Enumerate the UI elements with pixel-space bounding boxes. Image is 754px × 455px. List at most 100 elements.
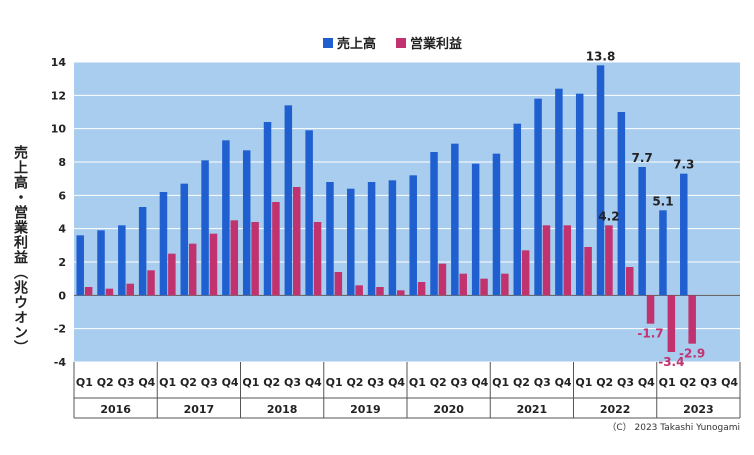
bar-sales: [347, 188, 355, 296]
bar-profit: [292, 187, 301, 296]
x-tick-label: Q1: [242, 376, 259, 389]
data-label: 13.8: [586, 49, 616, 63]
bar-sales: [138, 207, 147, 296]
bar-profit: [605, 225, 613, 296]
legend-label-profit: 営業利益: [410, 36, 462, 52]
data-label: 4.2: [598, 209, 619, 223]
bar-sales: [76, 235, 84, 296]
bar-profit: [376, 287, 384, 296]
bar-profit: [188, 243, 197, 296]
y-tick-labels: 14 12 10 8 6 4 2 0 -2 -4: [51, 56, 67, 369]
bar-profit: [646, 295, 655, 324]
bar-profit: [105, 288, 114, 296]
bar-sales: [118, 225, 126, 296]
bar-sales: [471, 163, 480, 296]
x-tick-label: Q2: [263, 376, 280, 389]
bar-profit: [397, 290, 405, 296]
bar-profit: [417, 282, 426, 296]
bar-profit: [542, 225, 551, 296]
year-label: 2018: [267, 403, 298, 416]
bar-profit: [521, 250, 530, 296]
bar-profit: [84, 287, 93, 296]
bar-sales: [159, 192, 168, 296]
data-label: -1.7: [637, 327, 663, 341]
legend-swatch-sales: [323, 38, 333, 48]
x-tick-label: Q1: [326, 376, 343, 389]
x-tick-label: Q1: [76, 376, 93, 389]
x-tick-label: Q4: [305, 376, 322, 389]
bar-sales: [513, 123, 522, 296]
data-label: -3.4: [658, 355, 684, 369]
x-tick-label: Q2: [430, 376, 447, 389]
bar-sales: [201, 160, 209, 296]
bar-sales: [534, 98, 542, 296]
y-tick-label: 0: [58, 289, 66, 302]
bar-sales: [555, 88, 563, 296]
data-label: 7.7: [632, 151, 653, 165]
y-tick-label: -2: [54, 323, 66, 336]
x-tick-label: Q4: [388, 376, 405, 389]
bar-sales: [97, 230, 105, 296]
x-tick-label: Q3: [700, 376, 717, 389]
bar-profit: [126, 283, 134, 296]
bar-sales: [575, 93, 584, 296]
bar-sales: [180, 183, 189, 296]
bar-profit: [230, 220, 239, 296]
x-tick-label: Q4: [638, 376, 655, 389]
x-tick-label: Q4: [555, 376, 572, 389]
bar-sales: [659, 210, 667, 296]
y-axis-label: 売上高・営業利益（兆ウオン）: [12, 144, 29, 355]
bar-profit: [480, 278, 488, 296]
x-tick-label: Q2: [346, 376, 363, 389]
bar-profit: [563, 225, 572, 296]
year-label: 2023: [683, 403, 714, 416]
year-label: 2016: [100, 403, 131, 416]
bar-profit: [313, 222, 322, 296]
y-tick-label: -4: [54, 356, 67, 369]
bar-sales: [242, 150, 251, 296]
bar-profit: [272, 202, 280, 296]
bar-sales: [430, 152, 438, 296]
bar-sales: [367, 182, 376, 296]
x-tick-label: Q2: [679, 376, 696, 389]
x-tick-label: Q3: [534, 376, 551, 389]
x-tick-label: Q3: [617, 376, 634, 389]
bar-profit: [688, 295, 696, 344]
bar-sales: [326, 182, 334, 296]
x-tick-label: Q1: [492, 376, 509, 389]
x-tick-label: Q1: [409, 376, 426, 389]
x-tick-label: Q2: [180, 376, 197, 389]
y-tick-label: 12: [51, 89, 66, 102]
x-tick-label: Q2: [97, 376, 114, 389]
x-tick-label: Q1: [659, 376, 676, 389]
x-tick-label: Q2: [513, 376, 530, 389]
bar-sales: [638, 167, 646, 296]
bar-sales: [680, 173, 688, 296]
bar-profit: [667, 295, 676, 352]
bar-profit: [625, 267, 634, 296]
bar-profit: [334, 272, 343, 296]
bar-profit: [438, 263, 447, 296]
bar-sales: [409, 175, 417, 296]
y-tick-label: 6: [58, 189, 66, 202]
x-tick-label: Q4: [471, 376, 488, 389]
x-tick-label: Q4: [138, 376, 155, 389]
data-labels: 13.8 7.7 5.1 7.3 4.2 -1.7 -3.4-2.9: [586, 49, 706, 369]
x-tick-label: Q4: [222, 376, 239, 389]
legend-swatch-profit: [396, 38, 406, 48]
x-tick-label: Q3: [284, 376, 301, 389]
x-tick-label: Q3: [118, 376, 135, 389]
x-tick-label: Q4: [721, 376, 738, 389]
x-tick-label: Q1: [575, 376, 592, 389]
data-label: -2.9: [679, 347, 705, 361]
year-label: 2021: [517, 403, 548, 416]
bar-sales: [222, 140, 230, 296]
bar-profit: [147, 270, 155, 296]
y-tick-label: 2: [58, 256, 66, 269]
x-tick-label: Q1: [159, 376, 176, 389]
y-tick-label: 14: [51, 56, 67, 69]
bar-profit: [209, 233, 218, 296]
bars: [76, 65, 696, 352]
data-label: 5.1: [652, 194, 673, 208]
